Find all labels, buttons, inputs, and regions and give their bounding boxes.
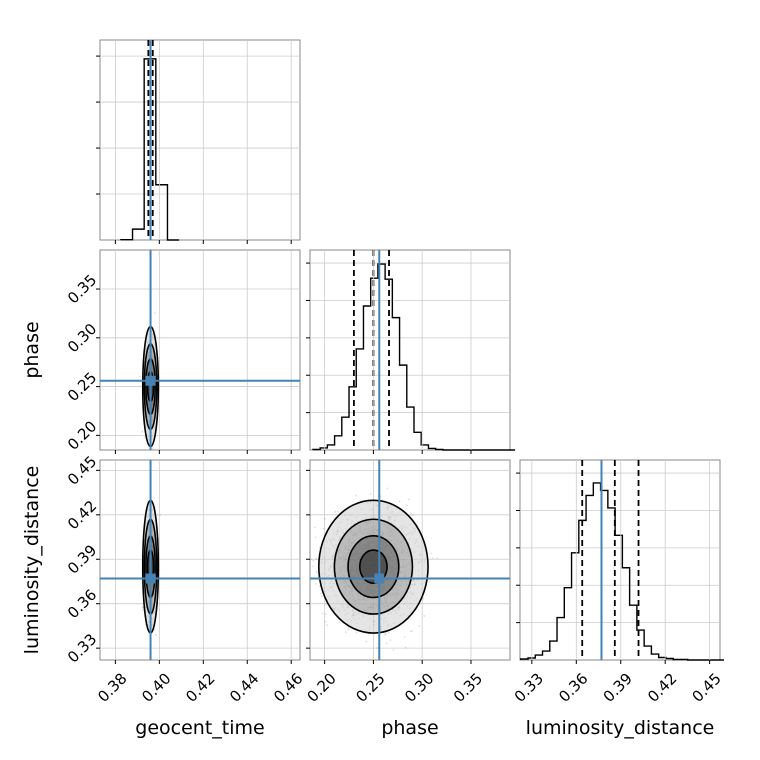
scatter-luminosity-distance-vs-geocent-time-frame bbox=[99, 459, 301, 661]
scatter-phase-vs-geocent-time-ytick-label-2: 0.30 bbox=[64, 320, 100, 356]
scatter-luminosity-distance-vs-phase-sample-point bbox=[422, 597, 425, 600]
scatter-phase-vs-geocent-time-sample-point bbox=[138, 375, 141, 378]
hist-luminosity-distance bbox=[516, 459, 724, 664]
scatter-luminosity-distance-vs-phase-sample-point bbox=[355, 631, 358, 634]
scatter-luminosity-distance-vs-phase-sample-point bbox=[405, 504, 408, 507]
scatter-luminosity-distance-vs-phase-sample-point bbox=[326, 624, 328, 627]
scatter-luminosity-distance-vs-phase-sample-point bbox=[347, 628, 350, 631]
scatter-luminosity-distance-vs-phase-frame bbox=[309, 459, 511, 661]
scatter-luminosity-distance-vs-geocent-time-ytick-label-1: 0.36 bbox=[64, 586, 100, 622]
scatter-luminosity-distance-vs-phase-sample-point bbox=[307, 588, 309, 590]
scatter-luminosity-distance-vs-geocent-time-truth-marker bbox=[145, 573, 156, 584]
scatter-phase-vs-geocent-time-sample-point bbox=[146, 476, 148, 478]
scatter-luminosity-distance-vs-phase-sample-point bbox=[323, 527, 325, 530]
scatter-luminosity-distance-vs-phase-sample-point bbox=[436, 557, 439, 560]
hist-luminosity-distance-xtick-label-3: 0.42 bbox=[644, 670, 680, 706]
scatter-phase-vs-geocent-time-sample-point bbox=[152, 447, 154, 450]
scatter-luminosity-distance-vs-phase-sample-point bbox=[311, 565, 314, 568]
scatter-luminosity-distance-vs-phase-sample-point bbox=[431, 557, 434, 560]
scatter-phase-vs-geocent-time-frame bbox=[99, 249, 301, 451]
scatter-luminosity-distance-vs-phase-sample-point bbox=[392, 649, 395, 651]
scatter-phase-vs-geocent-time-sample-point bbox=[141, 430, 143, 433]
hist-phase-histogram-step bbox=[312, 263, 516, 451]
scatter-luminosity-distance-vs-phase-sample-point bbox=[418, 624, 420, 627]
scatter-luminosity-distance-vs-phase-sample-point bbox=[325, 603, 327, 606]
scatter-luminosity-distance-vs-phase-sample-point bbox=[385, 642, 388, 645]
scatter-luminosity-distance-vs-geocent-time-ytick-label-0: 0.33 bbox=[64, 630, 100, 666]
hist-luminosity-distance-frame bbox=[519, 459, 721, 661]
scatter-phase-vs-geocent-time-truth-marker bbox=[145, 375, 156, 386]
scatter-luminosity-distance-vs-geocent-time-xtick-label-3: 0.44 bbox=[226, 670, 262, 706]
hist-luminosity-distance-xtick-label-2: 0.39 bbox=[600, 670, 636, 706]
scatter-luminosity-distance-vs-phase-sample-point bbox=[376, 647, 379, 649]
scatter-luminosity-distance-vs-phase-sample-point bbox=[344, 631, 347, 634]
scatter-luminosity-distance-vs-phase-sample-point bbox=[385, 632, 387, 635]
scatter-luminosity-distance-vs-phase-sample-point bbox=[321, 612, 324, 615]
hist-geocent-time bbox=[96, 39, 301, 244]
scatter-luminosity-distance-vs-phase-sample-point bbox=[315, 557, 318, 560]
scatter-luminosity-distance-vs-geocent-time-sample-point bbox=[141, 606, 144, 609]
scatter-luminosity-distance-vs-phase-sample-point bbox=[314, 536, 317, 539]
scatter-luminosity-distance-vs-phase-sample-point bbox=[387, 631, 390, 634]
scatter-phase-vs-geocent-time-ytick-label-3: 0.35 bbox=[64, 271, 100, 307]
hist-luminosity-distance-xtick-label-0: 0.33 bbox=[511, 670, 547, 706]
scatter-luminosity-distance-vs-geocent-time-ytick-label-2: 0.39 bbox=[64, 541, 100, 577]
hist-luminosity-distance-xtick-label-4: 0.45 bbox=[689, 670, 725, 706]
scatter-luminosity-distance-vs-geocent-time-sample-point bbox=[155, 634, 157, 636]
scatter-luminosity-distance-vs-phase-sample-point bbox=[324, 620, 327, 623]
scatter-luminosity-distance-vs-phase-sample-point bbox=[320, 595, 323, 597]
scatter-luminosity-distance-vs-phase-sample-point bbox=[411, 630, 414, 632]
scatter-phase-vs-geocent-time-ytick-label-0: 0.20 bbox=[64, 417, 100, 453]
scatter-luminosity-distance-vs-phase-sample-point bbox=[338, 621, 341, 623]
scatter-luminosity-distance-vs-phase-sample-point bbox=[409, 630, 412, 633]
scatter-luminosity-distance-vs-phase-sample-point bbox=[318, 584, 321, 587]
scatter-phase-vs-geocent-time bbox=[96, 249, 301, 478]
scatter-phase-vs-geocent-time-sample-point bbox=[154, 312, 156, 314]
scatter-luminosity-distance-vs-phase-sample-point bbox=[423, 615, 426, 617]
hist-luminosity-distance-xtick-label-1: 0.36 bbox=[555, 670, 591, 706]
scatter-luminosity-distance-vs-phase-sample-point bbox=[355, 494, 357, 497]
scatter-luminosity-distance-vs-geocent-time-sample-point bbox=[141, 609, 144, 612]
scatter-luminosity-distance-vs-phase-sample-point bbox=[315, 583, 317, 585]
scatter-luminosity-distance-vs-phase-sample-point bbox=[323, 517, 326, 520]
scatter-luminosity-distance-vs-phase-sample-point bbox=[365, 640, 368, 643]
scatter-luminosity-distance-vs-phase-sample-point bbox=[302, 601, 304, 603]
scatter-luminosity-distance-vs-geocent-time-xtick-label-4: 0.46 bbox=[270, 670, 306, 706]
scatter-luminosity-distance-vs-phase-sample-point bbox=[398, 500, 401, 503]
scatter-luminosity-distance-vs-phase-sample-point bbox=[389, 639, 392, 642]
scatter-phase-vs-geocent-time-ytick-label-1: 0.25 bbox=[64, 369, 100, 405]
scatter-luminosity-distance-vs-phase-sample-point bbox=[312, 559, 315, 562]
scatter-luminosity-distance-vs-phase-sample-point bbox=[334, 510, 337, 513]
scatter-luminosity-distance-vs-phase-sample-point bbox=[369, 493, 372, 495]
scatter-luminosity-distance-vs-phase bbox=[302, 459, 511, 664]
scatter-luminosity-distance-vs-geocent-time-xtick-label-1: 0.40 bbox=[138, 670, 174, 706]
scatter-luminosity-distance-vs-phase-sample-point bbox=[320, 592, 322, 595]
scatter-luminosity-distance-vs-phase-sample-point bbox=[386, 487, 389, 490]
hist-phase bbox=[306, 249, 516, 454]
scatter-luminosity-distance-vs-geocent-time-ytick-label-3: 0.42 bbox=[64, 497, 100, 533]
hist-luminosity-distance-histogram-step bbox=[520, 482, 724, 661]
scatter-luminosity-distance-vs-phase-sample-point bbox=[408, 498, 410, 501]
scatter-luminosity-distance-vs-phase-sample-point bbox=[313, 526, 316, 529]
scatter-luminosity-distance-vs-geocent-time-xtick-label-0: 0.38 bbox=[94, 670, 130, 706]
scatter-luminosity-distance-vs-geocent-time-ytick-label-4: 0.45 bbox=[64, 452, 100, 488]
scatter-luminosity-distance-vs-phase-sample-point bbox=[384, 633, 386, 636]
scatter-luminosity-distance-vs-phase-sample-point bbox=[409, 512, 412, 515]
scatter-luminosity-distance-vs-geocent-time-xtick-label-2: 0.42 bbox=[182, 670, 218, 706]
hist-phase-frame bbox=[309, 249, 511, 451]
hist-geocent-time-histogram-step bbox=[120, 58, 180, 241]
scatter-luminosity-distance-vs-phase-sample-point bbox=[404, 646, 407, 649]
scatter-luminosity-distance-vs-phase-sample-point bbox=[430, 552, 432, 555]
scatter-luminosity-distance-vs-geocent-time bbox=[96, 459, 301, 664]
scatter-luminosity-distance-vs-geocent-time-sample-point bbox=[159, 514, 162, 516]
scatter-luminosity-distance-vs-geocent-time-sample-point bbox=[153, 496, 155, 499]
scatter-luminosity-distance-vs-phase-sample-point bbox=[315, 571, 318, 573]
scatter-luminosity-distance-vs-phase-sample-point bbox=[403, 636, 406, 638]
hist-geocent-time-frame bbox=[99, 39, 301, 241]
